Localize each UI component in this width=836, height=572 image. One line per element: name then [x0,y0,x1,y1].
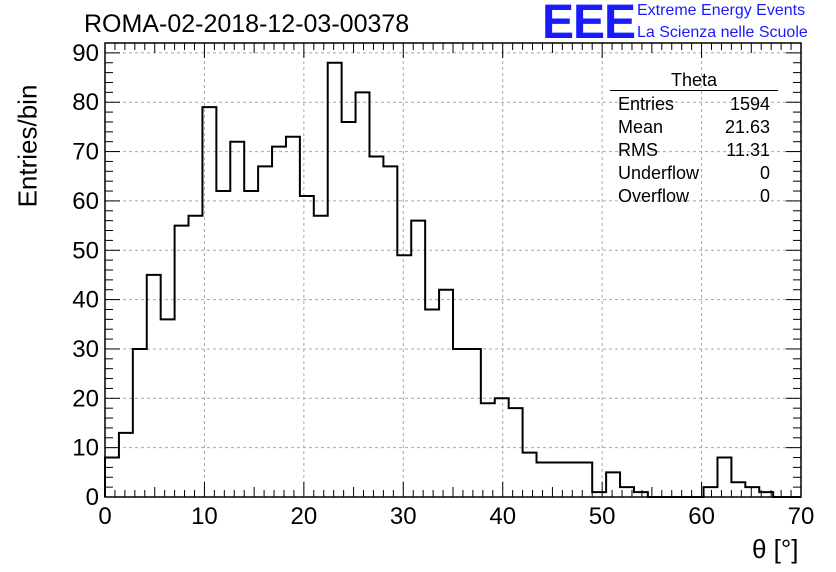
histogram-bin [731,482,745,497]
y-tick-label: 0 [86,484,99,511]
x-tick-label: 40 [489,503,516,530]
axis-ticks [104,42,802,498]
x-tick-label: 10 [191,503,218,530]
histogram-bin [175,226,189,497]
y-tick-label: 90 [72,40,99,67]
stats-row-rms: RMS 11.31 [610,139,778,162]
stats-row-underflow: Underflow 0 [610,162,778,185]
axis-tick-labels: 0 10 20 30 40 50 60 70 0 10 20 30 40 50 60 70 80 90 [72,40,814,530]
y-tick-label: 10 [72,435,99,462]
histogram-bin [244,191,258,497]
histogram-bin [286,137,300,497]
stats-value: 0 [759,186,770,206]
histogram-bin [216,191,230,497]
histogram-bin [397,255,411,497]
stats-label: Underflow [618,163,700,183]
stats-value: 11.31 [726,140,770,160]
x-axis-label: θ [°] [752,534,799,564]
histogram-bin [523,453,537,497]
stats-row-mean: Mean 21.63 [610,116,778,139]
y-axis-label-container: Entries/bin [0,85,58,208]
y-axis-label: Entries/bin [12,84,43,208]
x-tick-label: 20 [291,503,318,530]
histogram-bin [189,216,203,497]
histogram-bin [258,166,272,497]
stats-label: Mean [618,117,664,137]
histogram-bin [425,309,439,497]
histogram-bin [383,166,397,497]
y-tick-label: 50 [72,237,99,264]
logo-line-1: Extreme Energy Events [637,2,806,19]
chart-title: ROMA-02-2018-12-03-00378 [84,10,410,38]
histogram-bin [578,462,592,497]
eee-logo: EEE [542,0,636,49]
stats-title: Theta [610,70,778,91]
stats-value: 1594 [729,94,770,114]
stats-label: RMS [618,140,658,160]
histogram-bin [328,63,342,497]
stats-label: Overflow [618,186,690,206]
y-tick-label: 80 [72,89,99,116]
y-tick-label: 60 [72,188,99,215]
histogram-bin [606,472,620,497]
y-tick-label: 20 [72,385,99,412]
histogram-bin [119,433,133,497]
histogram-bin [745,487,759,497]
histogram-bin [717,458,731,497]
x-tick-label: 0 [98,503,111,530]
histogram-bin [509,408,523,497]
histogram-bin [564,462,578,497]
stats-row-entries: Entries 1594 [610,93,778,116]
histogram-bin [202,107,216,497]
histogram-bin [467,349,481,497]
histogram-bin [230,142,244,497]
histogram-bin [161,319,175,497]
stats-box: Theta Entries 1594 Mean 21.63 RMS 11.31 … [610,70,778,208]
logo-line-2: La Scienza nelle Scuole [637,24,808,41]
x-tick-label: 50 [589,503,616,530]
histogram-bin [704,487,718,497]
histogram-bin [272,147,286,497]
histogram-bin [537,462,551,497]
stats-value: 21.63 [724,117,770,137]
histogram-bin [300,196,314,497]
histogram-bin [147,275,161,497]
x-tick-label: 60 [688,503,715,530]
stats-row-overflow: Overflow 0 [610,185,778,208]
y-tick-label: 70 [72,139,99,166]
x-tick-label: 30 [390,503,417,530]
histogram-bin [495,398,509,497]
y-tick-label: 40 [72,287,99,314]
y-tick-label: 30 [72,336,99,363]
histogram-bin [411,221,425,497]
histogram-bin [453,349,467,497]
x-tick-label: 70 [788,503,815,530]
histogram-bin [369,157,383,498]
histogram-bin [314,216,328,497]
histogram-bin [356,92,370,497]
histogram-bin [133,349,147,497]
histogram-bin [481,403,495,497]
histogram-bin [439,290,453,497]
histogram-bin [342,122,356,497]
stats-label: Entries [618,94,675,114]
stats-value: 0 [759,163,770,183]
